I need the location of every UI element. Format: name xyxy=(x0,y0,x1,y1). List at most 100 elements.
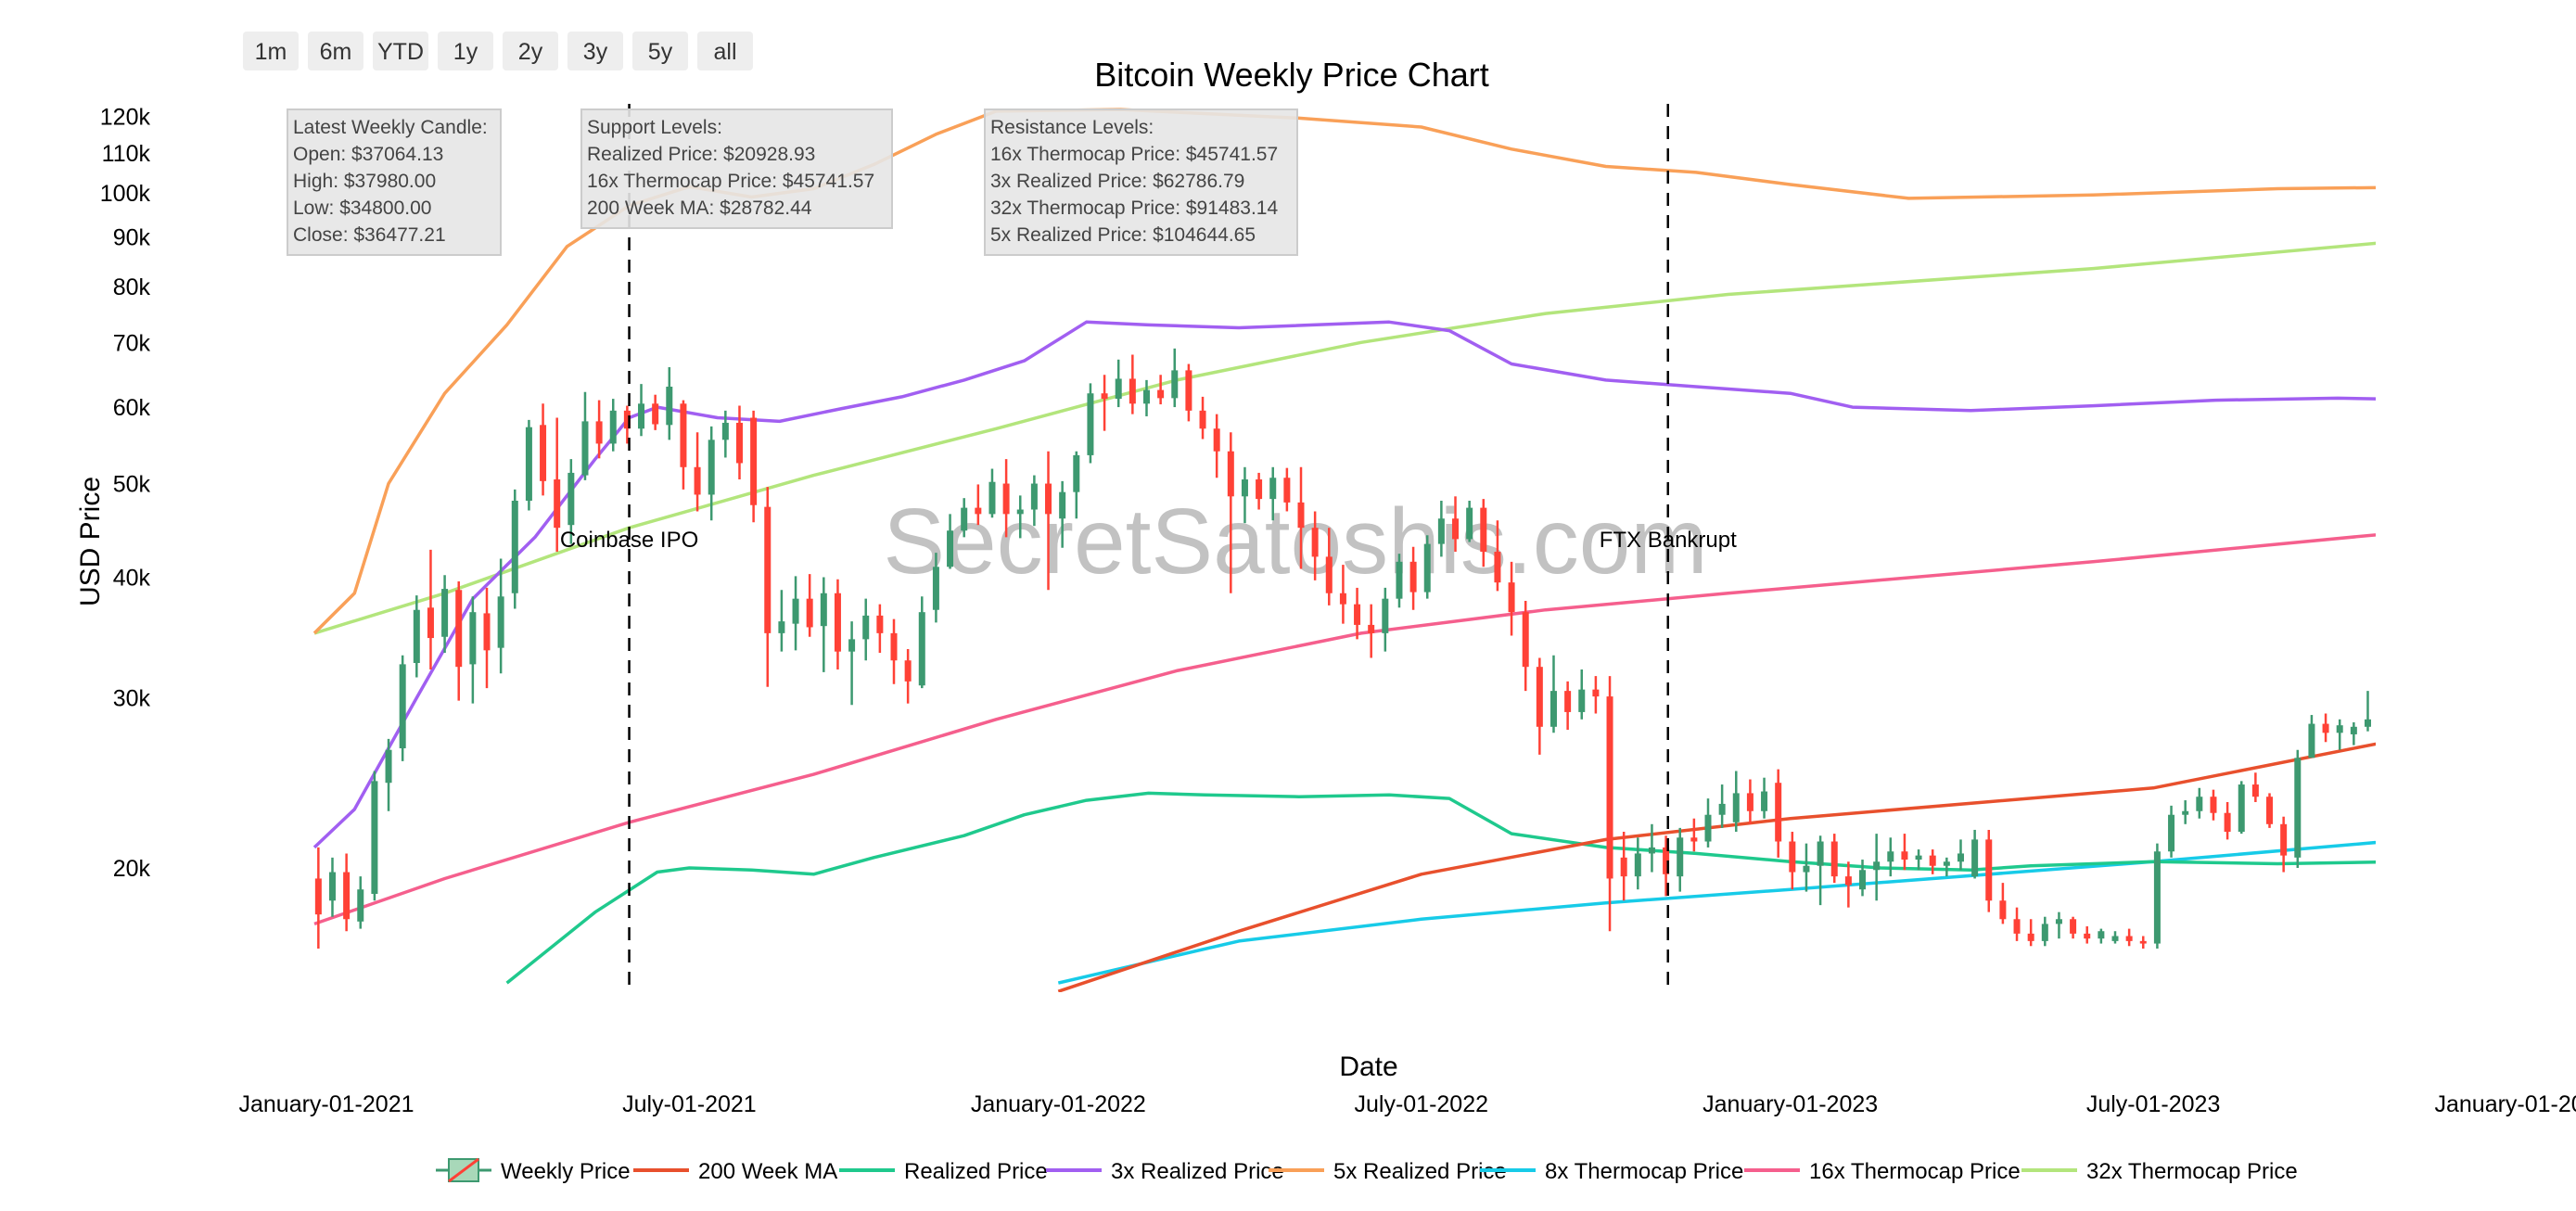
range-button-5y[interactable]: 5y xyxy=(632,32,688,70)
range-button-label[interactable]: YTD xyxy=(377,39,424,65)
range-button-label[interactable]: 3y xyxy=(583,39,608,65)
legend-item-realized-price[interactable]: Realized Price xyxy=(839,1159,1048,1184)
range-button-label[interactable]: 1y xyxy=(453,39,478,65)
candle-body xyxy=(1409,561,1417,593)
candle-body xyxy=(1634,853,1641,877)
legend-label[interactable]: 200 Week MA xyxy=(698,1159,837,1184)
candle xyxy=(988,468,996,518)
legend-item-8x-thermocap-price[interactable]: 8x Thermocap Price xyxy=(1480,1159,1743,1184)
candle-body xyxy=(2392,698,2399,734)
candle xyxy=(1199,396,1206,440)
candle-body xyxy=(1016,509,1024,515)
candle xyxy=(932,553,939,623)
range-button-ytd[interactable]: YTD xyxy=(373,32,428,70)
candle-body xyxy=(1549,691,1557,727)
y-axis: 20k 30k 40k 50k 60k 70k 80k 90k 100k 110k 120k xyxy=(100,105,151,882)
candle xyxy=(2364,691,2371,732)
candle-body xyxy=(1746,793,1753,811)
y-tick-label: 20k xyxy=(113,856,151,882)
range-button-label[interactable]: 5y xyxy=(648,39,673,65)
event-label: Coinbase IPO xyxy=(560,528,698,553)
range-button-2y[interactable]: 2y xyxy=(503,32,558,70)
annotation-line: 5x Realized Price: $104644.65 xyxy=(990,224,1256,246)
candle-body xyxy=(2070,919,2077,934)
range-button-bg[interactable] xyxy=(243,32,299,70)
range-button-bg[interactable] xyxy=(632,32,688,70)
candle xyxy=(2477,722,2483,746)
candle-body xyxy=(1325,556,1333,593)
candle xyxy=(834,579,841,669)
candle-body xyxy=(652,403,659,425)
legend-label[interactable]: Realized Price xyxy=(904,1159,1048,1184)
legend-label[interactable]: 16x Thermocap Price xyxy=(1809,1159,2021,1184)
range-button-label[interactable]: 1m xyxy=(255,39,287,65)
candle-body xyxy=(1283,478,1291,503)
annotation-line: Resistance Levels: xyxy=(990,117,1154,138)
legend-label[interactable]: 5x Realized Price xyxy=(1333,1159,1507,1184)
range-button-3y[interactable]: 3y xyxy=(567,32,623,70)
candle xyxy=(1634,837,1641,890)
range-button-label[interactable]: 2y xyxy=(518,39,543,65)
candle xyxy=(1999,883,2007,924)
legend-label[interactable]: Weekly Price xyxy=(501,1159,631,1184)
legend-item-32x-thermocap-price[interactable]: 32x Thermocap Price xyxy=(2021,1159,2298,1184)
legend-label[interactable]: 8x Thermocap Price xyxy=(1545,1159,1743,1184)
candle-body xyxy=(1256,479,1263,500)
range-button-bg[interactable] xyxy=(438,32,493,70)
legend-item-5x-realized-price[interactable]: 5x Realized Price xyxy=(1269,1159,1507,1184)
range-button-label[interactable]: all xyxy=(713,39,736,65)
candle xyxy=(2350,721,2357,746)
candle xyxy=(1732,771,1740,833)
legend-label[interactable]: 3x Realized Price xyxy=(1111,1159,1284,1184)
candle xyxy=(2238,781,2245,835)
range-button-label[interactable]: 6m xyxy=(320,39,352,65)
series-line-realized-price xyxy=(505,791,2376,985)
candle xyxy=(455,581,463,701)
range-button-bg[interactable] xyxy=(503,32,558,70)
range-button-bg[interactable] xyxy=(697,32,753,70)
candle xyxy=(2280,816,2288,873)
candle xyxy=(1409,546,1417,610)
range-button-bg[interactable] xyxy=(373,32,428,70)
candle-body xyxy=(1971,839,1979,877)
legend-item-16x-thermocap-price[interactable]: 16x Thermocap Price xyxy=(1744,1159,2021,1184)
candle-body xyxy=(1227,451,1234,497)
candle-body xyxy=(554,479,561,529)
candle xyxy=(441,575,449,654)
candle xyxy=(1283,467,1291,512)
range-button-1y[interactable]: 1y xyxy=(438,32,493,70)
y-tick-label: 60k xyxy=(113,395,151,421)
candle-body xyxy=(1663,847,1670,874)
range-button-6m[interactable]: 6m xyxy=(308,32,363,70)
candle xyxy=(497,558,504,674)
candle xyxy=(1256,472,1263,510)
candle xyxy=(862,598,870,661)
candle-body xyxy=(1844,876,1852,886)
candle xyxy=(652,394,659,430)
candle xyxy=(1803,843,1810,892)
range-button-bg[interactable] xyxy=(308,32,363,70)
candle xyxy=(1648,823,1655,873)
candle xyxy=(1466,500,1473,542)
legend-swatch[interactable] xyxy=(448,1157,479,1183)
legend: Weekly Price 200 Week MA Realized Price 3x … xyxy=(436,1157,2298,1184)
legend-label[interactable]: 32x Thermocap Price xyxy=(2086,1159,2298,1184)
candle xyxy=(806,574,813,637)
candle xyxy=(1073,451,1080,519)
candle-body xyxy=(540,425,547,481)
candle-body xyxy=(1873,861,1881,871)
candle-body xyxy=(2477,733,2483,740)
x-tick-label: July-01-2021 xyxy=(622,1091,757,1117)
range-button-1m[interactable]: 1m xyxy=(243,32,299,70)
candle-body xyxy=(1761,791,1768,811)
legend-item-weekly-price[interactable]: Weekly Price xyxy=(436,1157,631,1184)
candle-body xyxy=(2421,713,2428,742)
candle-body xyxy=(2238,784,2245,833)
legend-item-200-week-ma[interactable]: 200 Week MA xyxy=(633,1159,837,1184)
range-button-bg[interactable] xyxy=(567,32,623,70)
annotation-line: 16x Thermocap Price: $45741.57 xyxy=(587,171,874,192)
legend-item-3x-realized-price[interactable]: 3x Realized Price xyxy=(1046,1159,1284,1184)
candle xyxy=(1536,657,1543,755)
range-button-all[interactable]: all xyxy=(697,32,753,70)
